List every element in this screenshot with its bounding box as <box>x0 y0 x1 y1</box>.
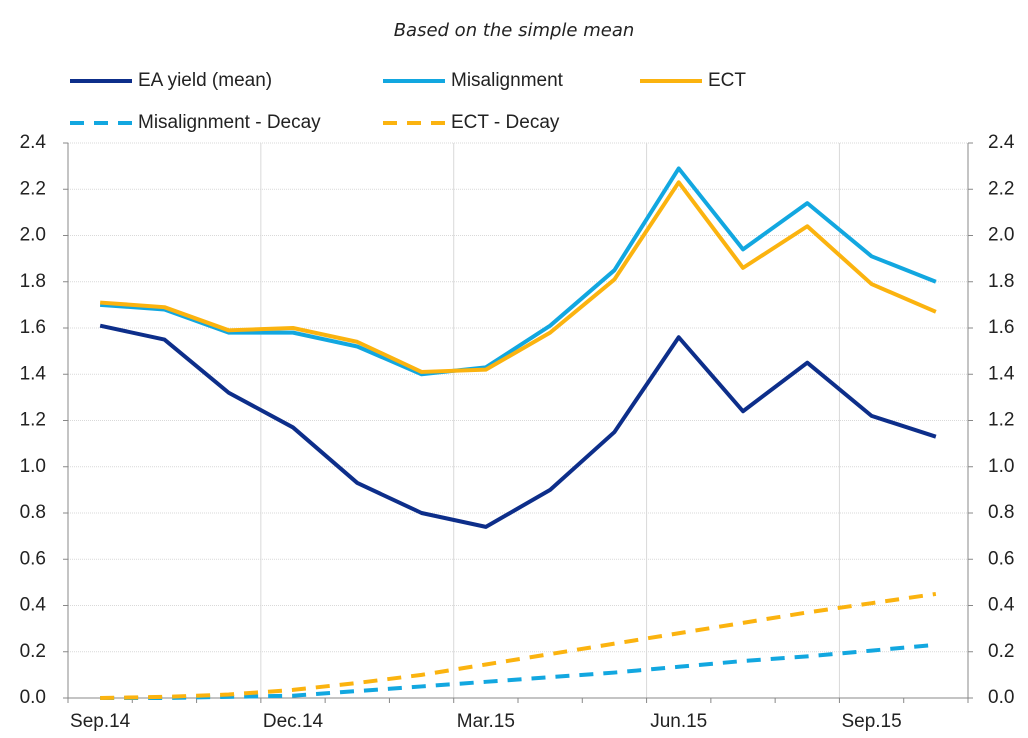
y2-tick-label: 1.8 <box>988 271 1014 292</box>
legend-label: ECT <box>708 70 746 91</box>
y-tick-label: 1.4 <box>20 363 47 384</box>
y2-tick-label: 0.0 <box>988 687 1014 708</box>
y2-tick-label: 1.0 <box>988 456 1014 477</box>
y2-tick-label: 0.2 <box>988 641 1014 662</box>
y-tick-label: 1.0 <box>20 456 46 477</box>
y-tick-label: 1.6 <box>20 317 46 338</box>
y2-tick-label: 2.4 <box>988 132 1015 153</box>
series-line <box>100 642 937 700</box>
y2-tick-label: 2.2 <box>988 178 1014 199</box>
y2-tick-label: 2.0 <box>988 225 1014 246</box>
series-line <box>99 180 937 374</box>
y-tick-label: 0.0 <box>20 687 46 708</box>
y-tick-label: 1.8 <box>20 271 46 292</box>
chart-title: Based on the simple mean <box>394 20 635 41</box>
series-line <box>100 591 937 700</box>
legend-label: EA yield (mean) <box>138 70 272 91</box>
x-tick-label: Dec.14 <box>263 711 324 732</box>
legend-label: Misalignment - Decay <box>138 112 321 133</box>
legend-label: Misalignment <box>451 70 564 91</box>
y-tick-label: 1.2 <box>20 410 46 431</box>
y2-tick-label: 0.4 <box>988 595 1015 616</box>
series-line <box>99 323 937 529</box>
y2-tick-label: 0.8 <box>988 502 1014 523</box>
y-tick-label: 2.0 <box>20 225 46 246</box>
y-tick-label: 0.6 <box>20 548 46 569</box>
x-tick-label: Jun.15 <box>650 711 707 732</box>
y-tick-label: 2.4 <box>20 132 47 153</box>
y-tick-label: 2.2 <box>20 178 46 199</box>
y-tick-label: 0.4 <box>20 595 47 616</box>
x-tick-label: Mar.15 <box>457 711 515 732</box>
series-line <box>99 166 937 377</box>
y2-tick-label: 0.6 <box>988 548 1014 569</box>
y-tick-label: 0.8 <box>20 502 46 523</box>
y2-tick-label: 1.2 <box>988 410 1014 431</box>
y2-tick-label: 1.4 <box>988 363 1015 384</box>
y2-tick-label: 1.6 <box>988 317 1014 338</box>
x-tick-label: Sep.15 <box>841 711 901 732</box>
legend-label: ECT - Decay <box>451 112 560 133</box>
y-tick-label: 0.2 <box>20 641 46 662</box>
x-tick-label: Sep.14 <box>70 711 131 732</box>
